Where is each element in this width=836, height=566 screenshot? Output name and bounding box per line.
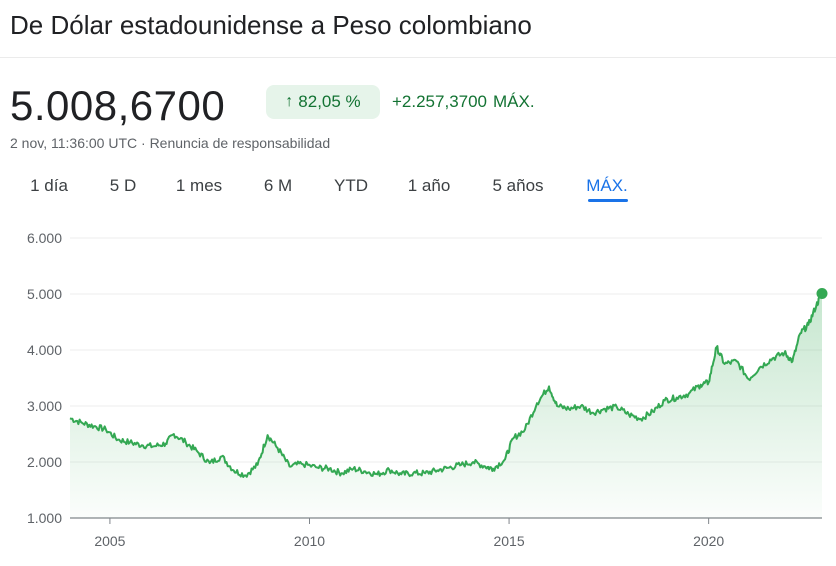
change-absolute-value: +2.257,3700 — [392, 92, 488, 111]
y-tick-label: 4.000 — [27, 342, 62, 358]
current-price: 5.008,6700 — [10, 82, 226, 129]
y-tick-label: 3.000 — [27, 398, 62, 414]
tab-5-anos[interactable]: 5 años — [492, 176, 544, 195]
change-period-label: MÁX. — [493, 92, 535, 111]
change-absolute: +2.257,3700 MÁX. — [392, 92, 535, 112]
header-divider — [0, 57, 836, 58]
tab-ytd[interactable]: YTD — [334, 176, 368, 195]
x-tick-label: 2005 — [94, 533, 125, 549]
last-value-dot — [816, 287, 828, 299]
change-percent-value: 82,05 % — [298, 92, 361, 111]
meta-separator: · — [141, 135, 146, 151]
x-tick-label: 2020 — [693, 533, 724, 549]
tab-5-d[interactable]: 5 D — [109, 176, 137, 195]
tab-1-mes[interactable]: 1 mes — [175, 176, 223, 195]
y-tick-label: 5.000 — [27, 286, 62, 302]
change-percent-badge: ↑ 82,05 % — [266, 85, 380, 119]
arrow-up-icon: ↑ — [285, 93, 294, 110]
price-area-fill — [70, 293, 822, 518]
quote-meta: 2 nov, 11:36:00 UTC · Renuncia de respon… — [10, 135, 330, 151]
x-tick-label: 2010 — [294, 533, 325, 549]
active-tab-indicator — [588, 199, 628, 202]
tab-6-m[interactable]: 6 M — [263, 176, 293, 195]
tab-1-dia[interactable]: 1 día — [30, 176, 68, 195]
disclaimer-link[interactable]: Renuncia de responsabilidad — [149, 135, 331, 151]
price-line — [69, 292, 823, 478]
timestamp: 2 nov, 11:36:00 UTC — [10, 135, 138, 151]
y-tick-label: 6.000 — [27, 230, 62, 246]
x-axis: 2005 2010 2015 2020 — [94, 518, 724, 549]
x-tick-label: 2015 — [493, 533, 524, 549]
tab-1-ano[interactable]: 1 año — [407, 176, 451, 195]
y-tick-label: 1.000 — [27, 510, 62, 526]
y-tick-label: 2.000 — [27, 454, 62, 470]
page-title: De Dólar estadounidense a Peso colombian… — [10, 10, 532, 40]
tab-max[interactable]: MÁX. — [586, 176, 628, 195]
y-axis-labels: 1.000 2.000 3.000 4.000 5.000 6.000 — [27, 230, 62, 526]
